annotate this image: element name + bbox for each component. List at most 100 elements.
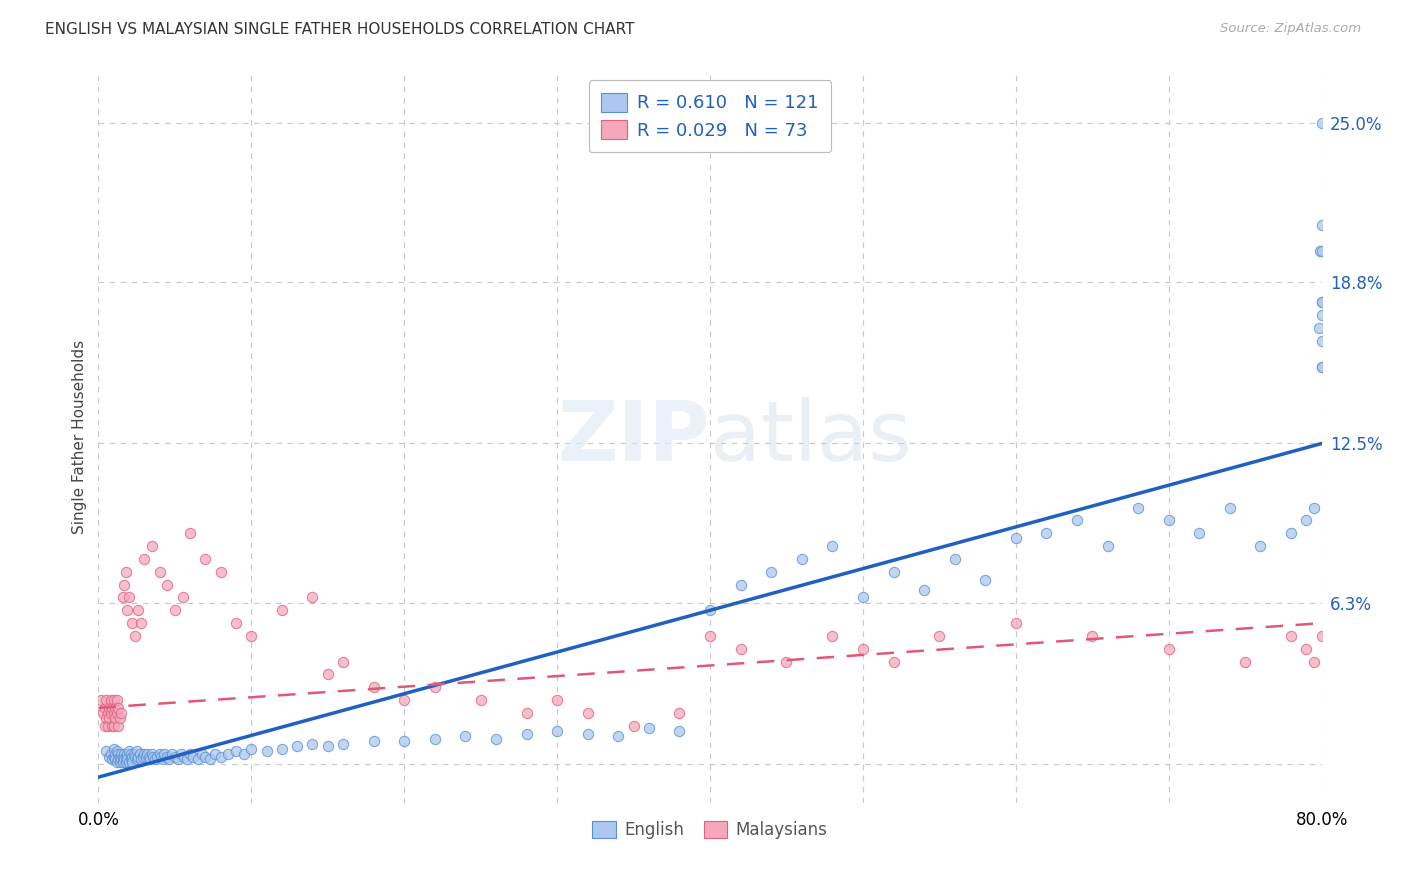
Point xyxy=(98,749,121,764)
Legend: English, Malaysians: English, Malaysians xyxy=(586,814,834,846)
Point xyxy=(1310,359,1333,374)
Point xyxy=(163,603,186,617)
Point xyxy=(270,603,292,617)
Point xyxy=(1310,219,1333,233)
Point xyxy=(191,747,214,761)
Point xyxy=(98,711,121,725)
Point xyxy=(821,629,844,643)
Point xyxy=(138,749,160,764)
Point xyxy=(546,693,568,707)
Point xyxy=(152,752,174,766)
Point xyxy=(1081,629,1104,643)
Point xyxy=(117,752,139,766)
Point xyxy=(141,747,163,761)
Point xyxy=(270,742,292,756)
Point xyxy=(103,706,125,720)
Point xyxy=(316,667,339,681)
Point xyxy=(149,565,172,579)
Point xyxy=(145,749,167,764)
Point xyxy=(1295,514,1317,528)
Point xyxy=(637,722,661,736)
Point xyxy=(104,701,127,715)
Point xyxy=(163,749,186,764)
Point xyxy=(115,749,138,764)
Point xyxy=(668,723,690,738)
Point xyxy=(94,711,117,725)
Point xyxy=(93,719,115,733)
Point xyxy=(122,747,145,761)
Point xyxy=(1279,526,1302,541)
Point xyxy=(104,711,127,725)
Point xyxy=(256,744,278,758)
Point xyxy=(285,739,308,754)
Point xyxy=(156,749,179,764)
Point xyxy=(103,719,125,733)
Point xyxy=(1097,539,1119,553)
Point xyxy=(187,752,209,766)
Point xyxy=(775,655,797,669)
Point xyxy=(198,752,221,766)
Point xyxy=(104,747,127,761)
Point xyxy=(1295,641,1317,656)
Point xyxy=(232,747,254,761)
Point xyxy=(103,749,125,764)
Point xyxy=(176,752,198,766)
Point xyxy=(94,693,117,707)
Point xyxy=(141,539,163,553)
Point xyxy=(204,747,226,761)
Point xyxy=(759,565,782,579)
Point xyxy=(127,749,149,764)
Point xyxy=(1308,321,1330,335)
Point xyxy=(121,749,143,764)
Point xyxy=(129,752,152,766)
Point xyxy=(821,539,844,553)
Point xyxy=(172,591,194,605)
Point xyxy=(194,749,217,764)
Point xyxy=(423,681,446,695)
Point xyxy=(160,747,183,761)
Point xyxy=(332,737,354,751)
Point xyxy=(485,731,508,746)
Point xyxy=(118,744,141,758)
Point xyxy=(117,747,139,761)
Point xyxy=(1035,526,1057,541)
Point xyxy=(790,552,813,566)
Point xyxy=(730,577,752,591)
Point xyxy=(363,681,385,695)
Point xyxy=(516,706,538,720)
Point xyxy=(134,747,156,761)
Point xyxy=(94,744,117,758)
Point xyxy=(100,693,122,707)
Point xyxy=(143,752,166,766)
Point xyxy=(93,701,115,715)
Point xyxy=(139,752,162,766)
Text: atlas: atlas xyxy=(710,397,911,477)
Point xyxy=(852,641,875,656)
Point xyxy=(173,749,195,764)
Point xyxy=(194,552,217,566)
Point xyxy=(668,706,690,720)
Point xyxy=(240,742,263,756)
Point xyxy=(301,737,323,751)
Point xyxy=(699,629,721,643)
Point xyxy=(1066,514,1088,528)
Point xyxy=(112,577,135,591)
Point xyxy=(97,719,120,733)
Point xyxy=(167,752,190,766)
Point xyxy=(105,744,128,758)
Point xyxy=(179,526,201,541)
Point xyxy=(120,747,142,761)
Point xyxy=(112,752,135,766)
Point xyxy=(209,749,232,764)
Point xyxy=(111,749,134,764)
Point xyxy=(516,726,538,740)
Point xyxy=(101,752,124,766)
Point xyxy=(454,729,477,743)
Point xyxy=(607,729,630,743)
Point xyxy=(101,719,124,733)
Point xyxy=(974,573,997,587)
Point xyxy=(1279,629,1302,643)
Point xyxy=(110,747,132,761)
Point xyxy=(108,711,131,725)
Point xyxy=(110,752,132,766)
